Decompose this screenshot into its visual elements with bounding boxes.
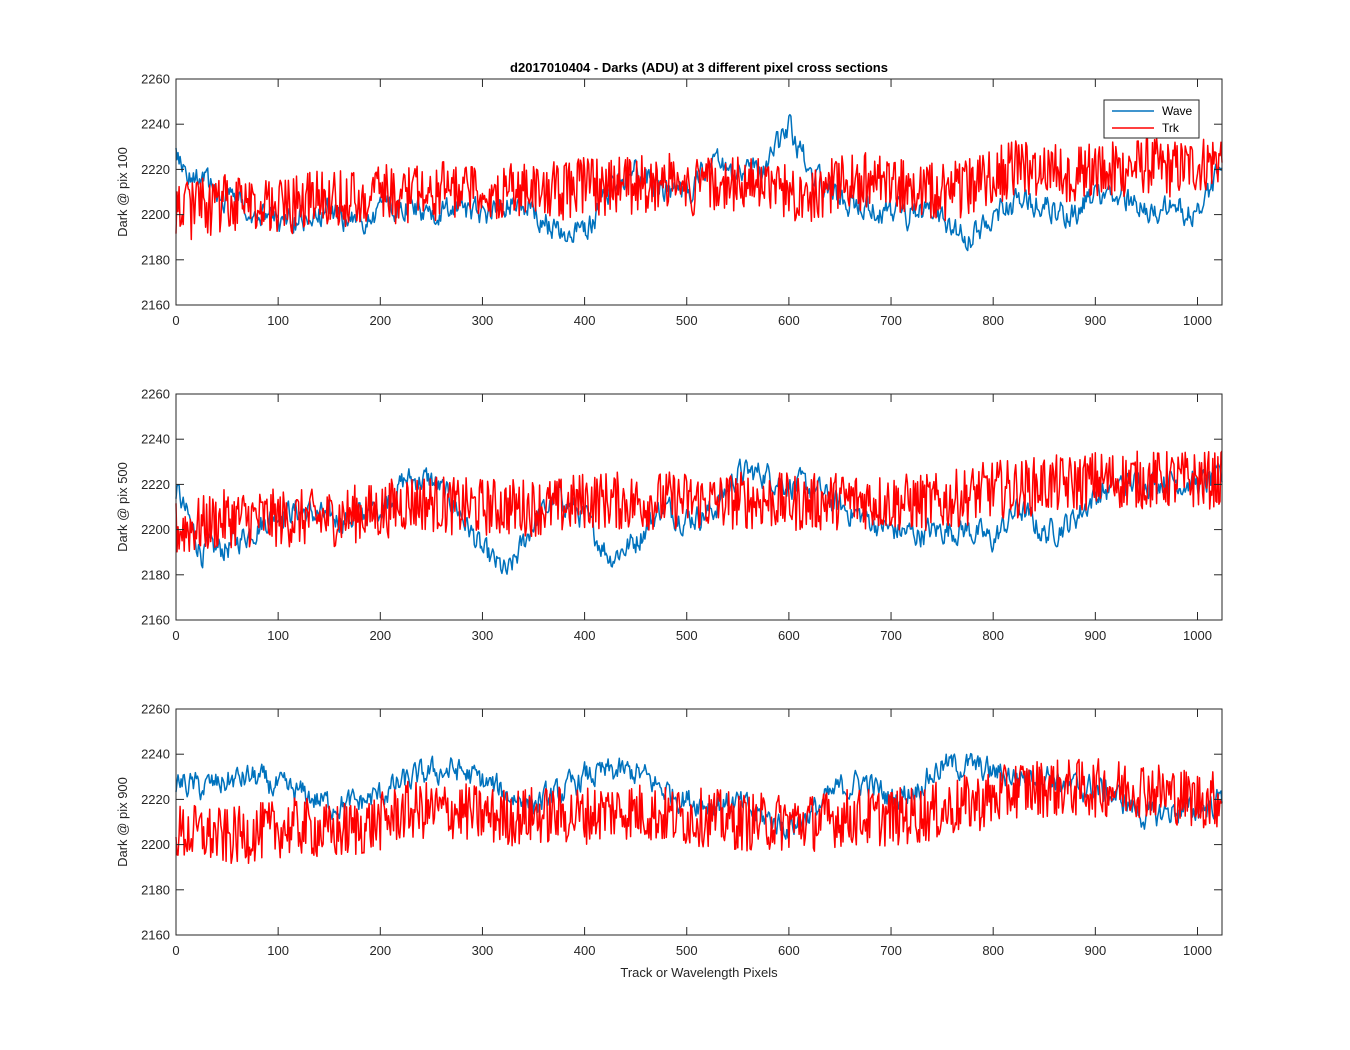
legend-label-trk: Trk	[1162, 121, 1180, 135]
legend: Wave Trk	[1103, 99, 1200, 139]
y-tick-label: 2240	[141, 747, 170, 762]
x-tick-label: 600	[778, 943, 800, 958]
x-tick-label: 900	[1084, 943, 1106, 958]
subplot-2: 0 100 200 300 400 500 600 700 800 900 1000 2160 2180…	[115, 387, 1223, 643]
axes-layer: 0 100 200 300 400 500 600 700 800 900 100021602180…	[115, 72, 1223, 958]
x-tick-label: 200	[369, 943, 391, 958]
x-tick-label: 400	[574, 943, 596, 958]
x-tick-label: 500	[676, 628, 698, 643]
y-tick-label: 2200	[141, 207, 170, 222]
x-tick-label: 700	[880, 628, 902, 643]
x-tick-label: 1000	[1183, 943, 1212, 958]
x-tick-label: 400	[574, 313, 596, 328]
x-tick-label: 500	[676, 943, 698, 958]
x-tick-label: 800	[982, 943, 1004, 958]
x-tick-label: 300	[472, 628, 494, 643]
series-line-trk	[175, 450, 1223, 553]
x-tick-label: 0	[172, 628, 179, 643]
x-tick-label: 200	[369, 628, 391, 643]
y-tick-label: 2200	[141, 837, 170, 852]
y-axis-label: Dark @ pix 500	[115, 462, 130, 552]
x-tick-label: 300	[472, 313, 494, 328]
x-tick-label: 300	[472, 943, 494, 958]
y-tick-label: 2160	[141, 298, 170, 313]
legend-box	[1103, 99, 1200, 139]
x-axis-label: Track or Wavelength Pixels	[620, 965, 778, 980]
x-tick-label: 500	[676, 313, 698, 328]
subplot-3: 0 100 200 300 400 500 600 700 800 900 1000 2160 2180…	[115, 702, 1223, 958]
series-line-trk	[175, 136, 1223, 241]
axes-frame	[175, 393, 1223, 621]
x-tick-label: 400	[574, 628, 596, 643]
y-tick-label: 2240	[141, 432, 170, 447]
x-tick-label: 800	[982, 313, 1004, 328]
x-tick-label: 1000	[1183, 313, 1212, 328]
x-tick-label: 100	[267, 313, 289, 328]
series-line-trk	[175, 758, 1223, 865]
x-tick-label: 100	[267, 628, 289, 643]
x-tick-label: 1000	[1183, 628, 1212, 643]
y-tick-label: 2180	[141, 882, 170, 897]
y-tick-label: 2260	[141, 702, 170, 717]
x-tick-label: 800	[982, 628, 1004, 643]
y-tick-label: 2220	[141, 792, 170, 807]
x-tick-label: 100	[267, 943, 289, 958]
plot-area	[176, 709, 1222, 935]
axes-frame	[175, 708, 1223, 936]
y-tick-label: 2220	[141, 477, 170, 492]
y-axis-label: Dark @ pix 100	[115, 147, 130, 237]
axes-frame	[175, 78, 1223, 306]
y-tick-label: 2160	[141, 928, 170, 943]
subplot-1: 0 100 200 300 400 500 600 700 800 900 1000 2160 2180…	[115, 72, 1223, 328]
x-tick-label: 900	[1084, 313, 1106, 328]
series-line-wave	[175, 752, 1223, 840]
y-tick-label: 2260	[141, 72, 170, 87]
x-tick-label: 200	[369, 313, 391, 328]
figure-title: d2017010404 - Darks (ADU) at 3 different…	[510, 60, 888, 75]
y-axis-label: Dark @ pix 900	[115, 777, 130, 867]
x-tick-label: 700	[880, 313, 902, 328]
legend-label-wave: Wave	[1162, 104, 1193, 118]
x-tick-label: 700	[880, 943, 902, 958]
x-tick-label: 0	[172, 313, 179, 328]
x-tick-label: 600	[778, 313, 800, 328]
x-tick-label: 0	[172, 943, 179, 958]
y-tick-label: 2220	[141, 162, 170, 177]
x-tick-label: 600	[778, 628, 800, 643]
x-tick-label: 900	[1084, 628, 1106, 643]
y-tick-label: 2180	[141, 567, 170, 582]
plot-area	[176, 79, 1222, 305]
y-tick-label: 2260	[141, 387, 170, 402]
y-tick-label: 2180	[141, 252, 170, 267]
y-tick-label: 2200	[141, 522, 170, 537]
y-tick-label: 2160	[141, 613, 170, 628]
y-tick-label: 2240	[141, 117, 170, 132]
